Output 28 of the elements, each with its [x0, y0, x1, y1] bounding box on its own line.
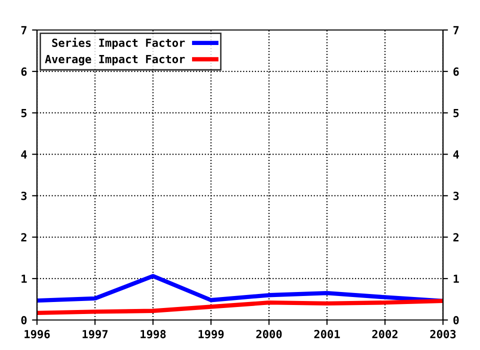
y-tick-label: 5	[21, 108, 27, 118]
legend-label: Average Impact Factor	[44, 55, 185, 66]
y-tick-label: 6	[21, 67, 27, 76]
y-tick-label: 0	[21, 316, 27, 324]
x-tick-label: 2001	[314, 330, 340, 338]
x-tick-label: 1999	[198, 330, 224, 338]
y-tick-label: 2	[21, 233, 26, 242]
y2-tick-label: 7	[453, 26, 459, 34]
y2-tick-label: 5	[454, 108, 459, 118]
x-tick-label: 2003	[430, 330, 456, 338]
x-tick-label: 2002	[372, 330, 398, 338]
y2-tick-label: 3	[453, 192, 459, 200]
y2-tick-label: 0	[453, 316, 459, 324]
y2-tick-label: 4	[453, 150, 459, 159]
y2-tick-label: 1	[454, 274, 459, 283]
x-tick-label: 2000	[256, 330, 282, 338]
x-tick-label: 1997	[82, 330, 108, 338]
y-tick-label: 7	[21, 26, 26, 34]
y2-tick-label: 6	[453, 67, 459, 76]
y2-tick-label: 2	[453, 233, 458, 242]
line-series	[37, 298, 443, 316]
legend-label: Series Impact Factor	[52, 38, 185, 50]
y-tick-label: 1	[22, 274, 27, 283]
y-tick-label: 4	[21, 150, 27, 159]
x-tick-label: 1998	[140, 330, 166, 338]
x-tick-label: 1996	[24, 330, 50, 338]
line-series	[37, 274, 443, 304]
y-tick-label: 3	[21, 192, 27, 200]
